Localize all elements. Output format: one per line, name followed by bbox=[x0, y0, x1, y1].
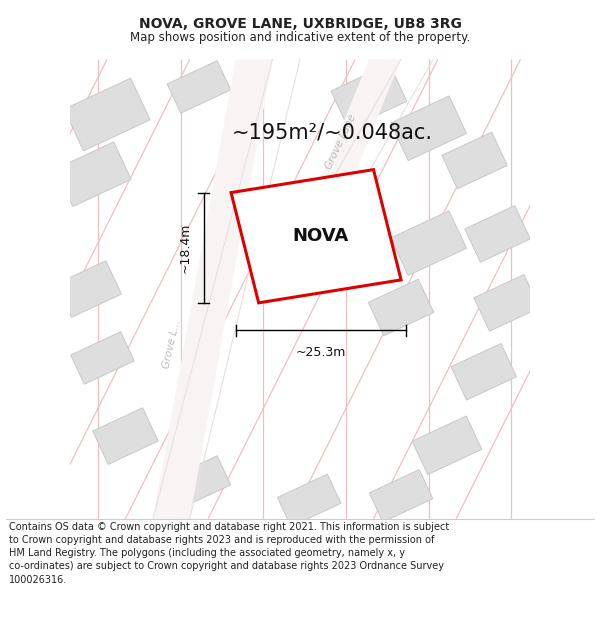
Polygon shape bbox=[368, 279, 434, 336]
Polygon shape bbox=[442, 132, 508, 189]
Polygon shape bbox=[55, 142, 131, 206]
Polygon shape bbox=[167, 61, 231, 113]
Text: NOVA: NOVA bbox=[293, 228, 349, 245]
Polygon shape bbox=[331, 64, 407, 129]
Polygon shape bbox=[412, 416, 482, 474]
Polygon shape bbox=[64, 78, 150, 151]
Polygon shape bbox=[277, 474, 341, 527]
Polygon shape bbox=[391, 96, 467, 161]
Text: Grove L...: Grove L... bbox=[161, 319, 182, 369]
Text: Grove Lane: Grove Lane bbox=[324, 113, 358, 171]
Polygon shape bbox=[474, 274, 539, 331]
Text: Map shows position and indicative extent of the property.: Map shows position and indicative extent… bbox=[130, 31, 470, 44]
Polygon shape bbox=[369, 469, 433, 522]
Polygon shape bbox=[71, 332, 134, 384]
Text: NOVA, GROVE LANE, UXBRIDGE, UB8 3RG: NOVA, GROVE LANE, UXBRIDGE, UB8 3RG bbox=[139, 17, 461, 31]
Polygon shape bbox=[153, 59, 272, 519]
Text: ~195m²/~0.048ac.: ~195m²/~0.048ac. bbox=[232, 123, 433, 143]
Polygon shape bbox=[167, 456, 231, 508]
Polygon shape bbox=[291, 59, 401, 253]
Polygon shape bbox=[465, 206, 530, 262]
Text: Contains OS data © Crown copyright and database right 2021. This information is : Contains OS data © Crown copyright and d… bbox=[9, 522, 449, 584]
Polygon shape bbox=[56, 261, 121, 318]
Text: ~25.3m: ~25.3m bbox=[295, 346, 346, 359]
Text: ~18.4m: ~18.4m bbox=[179, 222, 192, 273]
Polygon shape bbox=[451, 344, 517, 400]
Polygon shape bbox=[231, 169, 401, 303]
Polygon shape bbox=[391, 211, 467, 276]
Polygon shape bbox=[92, 408, 158, 464]
